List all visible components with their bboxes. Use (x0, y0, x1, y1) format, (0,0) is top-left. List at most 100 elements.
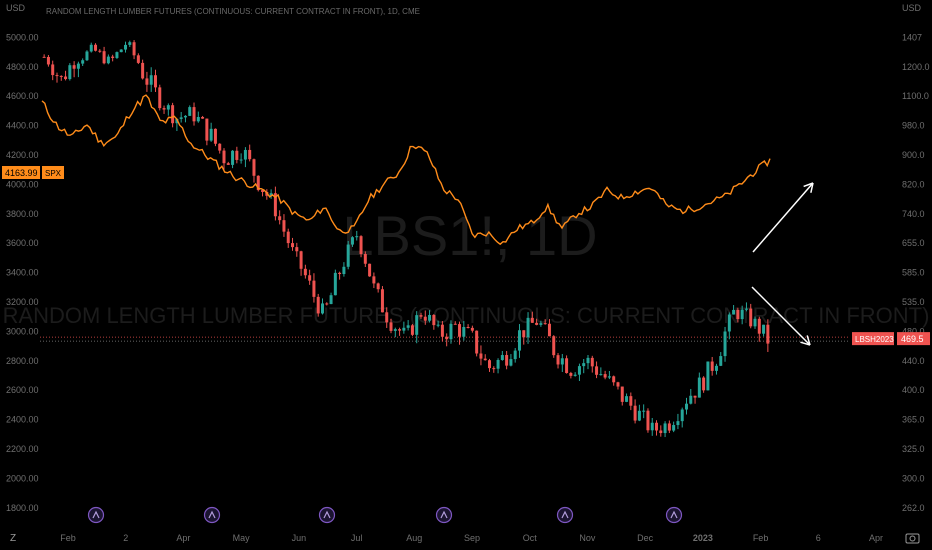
event-marker-icon[interactable] (435, 506, 453, 524)
right-axis-tick: 655.0 (902, 238, 925, 248)
arrow-head (803, 182, 814, 188)
left-axis-tick: 3200.00 (6, 297, 39, 307)
event-marker-icon[interactable] (318, 506, 336, 524)
candle-body (676, 421, 680, 426)
candle-body (607, 376, 611, 378)
candle-body (488, 360, 492, 369)
candle-body (650, 422, 654, 431)
right-axis[interactable]: USD 1407 1200.0 1100.0 980.0 900.0 820.0 740.0 6… (902, 3, 930, 513)
right-axis-tick: 585.0 (902, 268, 925, 278)
spx-series (41, 94, 771, 246)
x-axis-tick: Oct (523, 533, 538, 543)
candle-body (231, 150, 235, 165)
candle-body (368, 263, 372, 277)
candle-body (278, 216, 282, 221)
candle-body (646, 410, 650, 431)
candle-body (625, 396, 629, 402)
right-axis-tick: 980.0 (902, 121, 925, 131)
candle-body (59, 75, 63, 77)
corner-controls[interactable]: Z (10, 533, 920, 544)
camera-lens (909, 535, 916, 542)
candle-body (440, 324, 444, 337)
x-axis-tick: Apr (176, 533, 190, 543)
candle-body (389, 322, 393, 331)
candle-body (325, 303, 329, 305)
candle-body (410, 325, 414, 335)
left-axis-tick: 4600.00 (6, 91, 39, 101)
event-marker-icon[interactable] (556, 506, 574, 524)
right-axis-tick: 480.0 (902, 326, 925, 336)
x-axis-tick: 2023 (693, 533, 713, 543)
candle-body (51, 64, 55, 76)
left-axis-tick: 1800.00 (6, 503, 39, 513)
candle-body (145, 78, 149, 85)
candle-body (166, 105, 170, 110)
event-marker-glyph (670, 510, 678, 519)
annotations[interactable] (751, 182, 814, 346)
candle-body (183, 115, 187, 118)
watermark-name: RANDOM LENGTH LUMBER FUTURES (CONTINUOUS… (3, 303, 930, 328)
candle-body (475, 330, 479, 354)
candle-body (547, 323, 551, 337)
candle-body (436, 324, 440, 326)
left-axis-tick: 2600.00 (6, 385, 39, 395)
candle-body (64, 76, 68, 80)
candle-body (766, 324, 770, 344)
candle-body (393, 329, 397, 331)
candle-body (500, 355, 504, 360)
left-axis-unit: USD (6, 3, 26, 13)
event-marker-icon[interactable] (665, 506, 683, 524)
candle-body (261, 190, 265, 192)
event-marker-circle (87, 506, 105, 524)
candle-body (697, 377, 701, 398)
event-markers[interactable] (87, 506, 683, 524)
candle-body (629, 396, 633, 406)
candle-body (68, 65, 72, 80)
event-marker-circle (318, 506, 336, 524)
right-axis-tick: 262.0 (902, 503, 925, 513)
left-axis-tick: 4200.00 (6, 150, 39, 160)
candle-body (655, 422, 659, 431)
candle-body (222, 150, 226, 164)
timezone-z-button: Z (10, 533, 16, 544)
arrow-head (810, 182, 814, 193)
event-marker-icon[interactable] (203, 506, 221, 524)
event-marker-icon[interactable] (87, 506, 105, 524)
right-axis-tick: 300.0 (902, 473, 925, 483)
candle-body (727, 314, 731, 332)
candle-body (282, 220, 286, 232)
candle-body (201, 116, 205, 119)
event-marker-circle (203, 506, 221, 524)
candle-body (505, 355, 509, 366)
candle-body (355, 236, 359, 238)
candle-body (637, 410, 641, 421)
spx-value-text: 4163.99 (5, 168, 38, 178)
watermark: LBS1!, 1D RANDOM LENGTH LUMBER FUTURES (… (3, 204, 930, 328)
candle-body (522, 330, 526, 338)
candle-body (136, 55, 140, 63)
candle-body (385, 312, 389, 323)
candle-body (749, 308, 753, 327)
candle-body (753, 318, 757, 327)
left-axis[interactable]: USD 5000.00 4800.00 4600.00 4400.00 4200.00 40… (6, 3, 39, 513)
candle-body (128, 42, 132, 45)
candle-body (248, 149, 252, 160)
candle-body (72, 65, 76, 69)
x-axis[interactable]: Feb 2 Apr May Jun Jul Aug Sep Oct Nov Dec 2023 Feb 6 A… (60, 533, 883, 543)
candle-body (573, 374, 577, 376)
candle-body (569, 373, 573, 376)
candle-body (702, 377, 706, 391)
candle-body (269, 193, 273, 196)
candle-body (710, 361, 714, 371)
candle-body (552, 336, 556, 356)
candle-body (449, 323, 453, 340)
right-axis-tick: 1200.0 (902, 62, 930, 72)
arrow-head (800, 341, 811, 346)
left-axis-tick: 3800.00 (6, 209, 39, 219)
candle-body (667, 423, 671, 431)
spx-symbol-badge (42, 166, 64, 179)
candle-body (744, 308, 748, 310)
candle-body (171, 105, 175, 124)
right-axis-tick: 1100.0 (902, 91, 929, 101)
